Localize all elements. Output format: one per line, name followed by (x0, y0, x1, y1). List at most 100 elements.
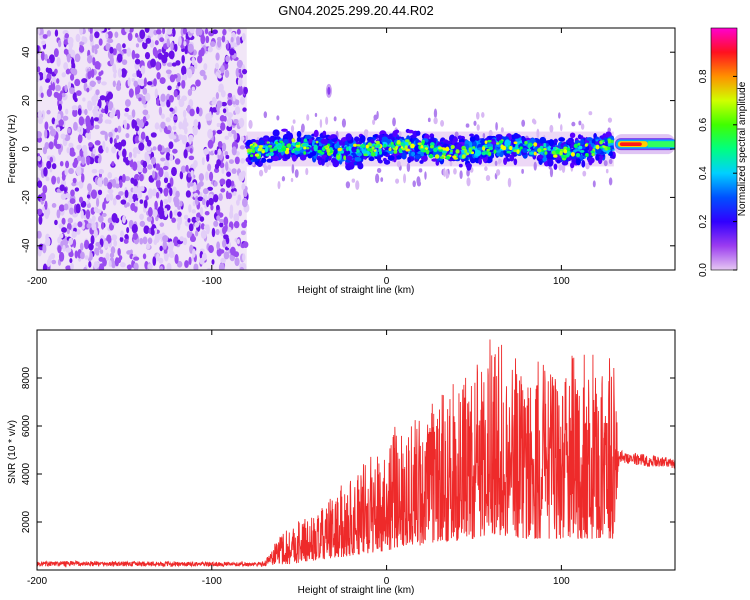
noise-speck (46, 160, 52, 170)
noise-speck (151, 188, 157, 197)
noise-speck (72, 239, 77, 249)
noise-speck (183, 149, 188, 159)
band-core (551, 150, 557, 155)
band-cell (558, 137, 566, 142)
noise-speck (195, 28, 200, 37)
band-outlier (476, 111, 480, 120)
noise-speck (42, 185, 48, 194)
noise-speck (178, 36, 182, 47)
band-core (353, 143, 357, 147)
band-core (405, 139, 410, 143)
noise-speck (86, 156, 91, 166)
noise-speck (175, 190, 180, 198)
band-cell (491, 141, 497, 145)
noise-speck (234, 106, 241, 115)
noise-speck (97, 176, 103, 187)
noise-speck (142, 40, 148, 50)
noise-speck (56, 209, 61, 219)
noise-speck (59, 161, 64, 167)
noise-speck (222, 108, 227, 114)
noise-speck (168, 141, 174, 150)
band-cell (522, 147, 529, 153)
noise-speck (86, 203, 91, 209)
noise-speck (64, 192, 71, 199)
band-cell (419, 159, 424, 164)
band-outlier (473, 120, 477, 126)
noise-speck (107, 172, 113, 179)
noise-speck (207, 139, 214, 149)
noise-speck (173, 90, 178, 98)
noise-speck (44, 121, 49, 131)
noise-speck (227, 131, 233, 137)
band-core (455, 149, 460, 154)
noise-speck (88, 243, 94, 251)
noise-speck (241, 197, 248, 208)
band-core (566, 147, 571, 152)
noise-speck (48, 84, 52, 91)
band-outlier (549, 124, 554, 133)
noise-speck (64, 168, 68, 176)
noise-speck (118, 255, 123, 261)
noise-speck (152, 170, 156, 179)
noise-speck (197, 55, 203, 64)
noise-speck (42, 263, 48, 270)
noise-speck (155, 215, 159, 222)
noise-speck (169, 112, 173, 119)
noise-speck (239, 145, 246, 150)
band-cell (567, 139, 573, 145)
noise-speck (116, 53, 123, 63)
noise-speck (105, 252, 110, 262)
noise-speck (197, 196, 204, 202)
band-outlier (465, 123, 470, 128)
noise-speck (221, 239, 227, 248)
band-outlier (484, 166, 488, 172)
noise-speck (216, 215, 221, 221)
noise-speck (132, 186, 139, 195)
band-core (500, 144, 504, 150)
noise-speck (156, 98, 160, 106)
noise-speck (143, 77, 147, 87)
noise-speck (224, 135, 230, 140)
noise-speck (147, 207, 153, 218)
noise-speck (123, 112, 129, 117)
noise-speck (233, 131, 238, 141)
noise-speck (162, 165, 169, 171)
band-core (424, 147, 428, 150)
band-core (529, 151, 534, 155)
noise-speck (159, 77, 166, 85)
band-outlier (533, 161, 537, 171)
noise-speck (77, 108, 82, 116)
noise-speck (126, 250, 132, 255)
noise-speck (61, 217, 66, 225)
noise-speck (128, 88, 134, 98)
noise-speck (130, 202, 136, 212)
band-core (526, 148, 532, 152)
noise-speck (195, 217, 201, 222)
isolated-blob-core (327, 86, 331, 95)
noise-speck (153, 239, 158, 246)
noise-speck (237, 86, 243, 96)
noise-speck (114, 142, 120, 149)
noise-speck (54, 68, 58, 75)
band-outlier (521, 168, 524, 174)
noise-speck (169, 107, 174, 112)
noise-speck (84, 239, 90, 250)
y-tick-label: 20 (21, 95, 32, 107)
band-core (563, 149, 568, 154)
noise-speck (187, 68, 193, 79)
noise-speck (115, 134, 120, 140)
noise-speck (203, 148, 209, 155)
band-core (408, 141, 412, 146)
noise-speck (98, 256, 104, 262)
noise-speck (194, 195, 199, 206)
noise-speck (42, 244, 47, 254)
noise-speck (188, 182, 194, 187)
noise-speck (194, 221, 200, 228)
band-core (579, 150, 585, 153)
noise-speck (226, 171, 232, 177)
noise-speck (48, 54, 55, 64)
band-core (519, 146, 523, 150)
noise-speck (199, 216, 205, 222)
band-core (433, 147, 438, 153)
noise-speck (97, 157, 102, 164)
